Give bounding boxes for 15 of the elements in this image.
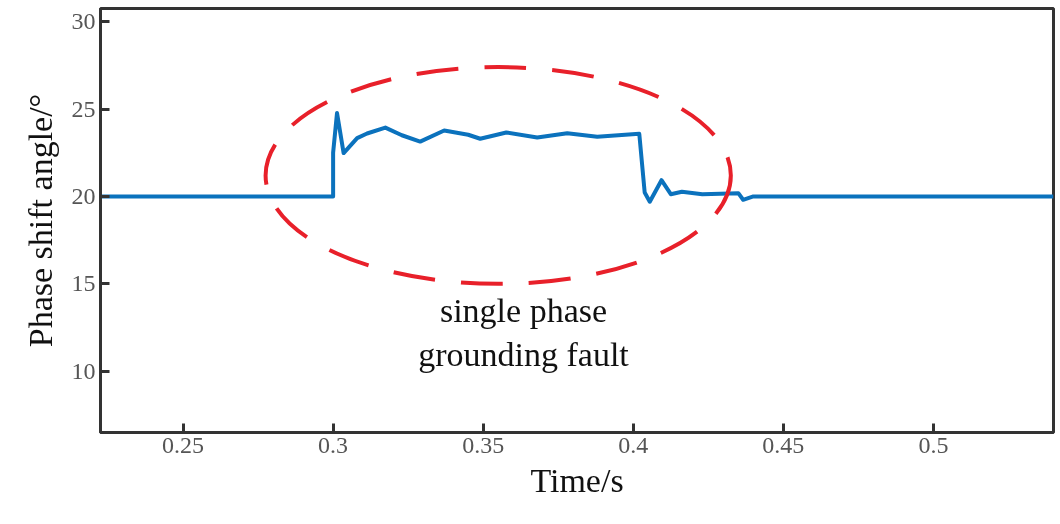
line-series [100,111,1054,204]
y-axis-title: Phase shift angle/° [21,93,59,348]
x-tick-label: 0.5 [918,431,949,458]
y-tick-label: 30 [71,8,96,35]
y-tick-label: 25 [71,95,96,122]
y-tick-label: 10 [71,357,96,384]
annotation: single phase grounding fault [418,291,630,374]
y-tick-label: 20 [71,182,96,209]
x-axis-title: Time/s [530,461,624,499]
x-tick-label: 0.25 [162,431,205,458]
x-tick-label: 0.35 [462,431,505,458]
x-tick-label: 0.4 [618,431,649,458]
x-tick-label: 0.3 [318,431,349,458]
y-tick-label: 15 [71,270,96,297]
x-tick-label: 0.45 [762,431,805,458]
